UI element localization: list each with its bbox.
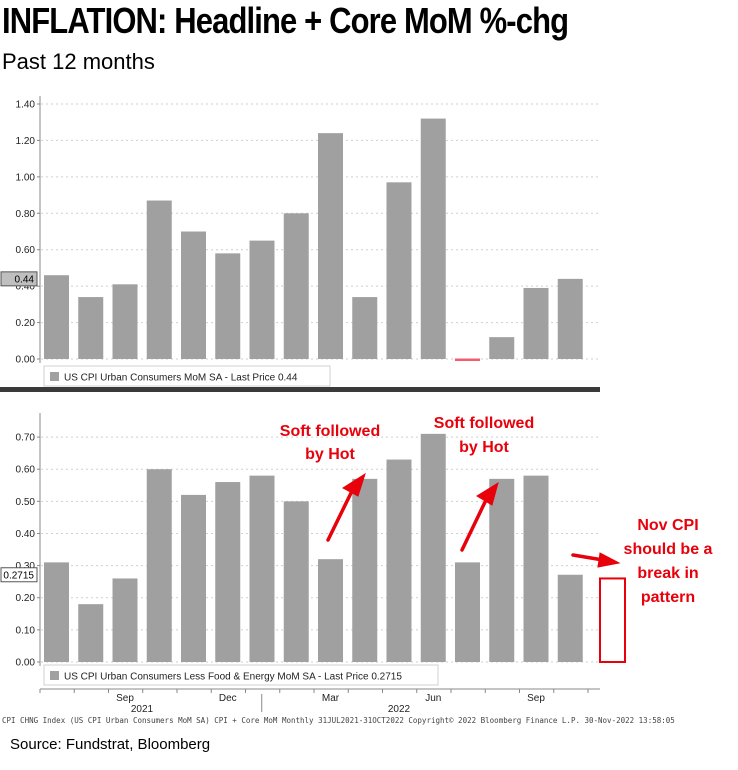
- bottom-legend-label: US CPI Urban Consumers Less Food & Energ…: [64, 672, 402, 683]
- bottom-tick-label: 0.20: [16, 593, 36, 604]
- top-legend: US CPI Urban Consumers MoM SA - Last Pri…: [43, 365, 331, 387]
- bottom-panel: 0.000.100.200.300.400.500.600.70 0.2715 …: [0, 413, 626, 715]
- top-legend-label: US CPI Urban Consumers MoM SA - Last Pri…: [64, 373, 298, 384]
- bottom-tick-label: 0.70: [16, 433, 36, 444]
- annotation-3-line1: Nov CPI: [637, 517, 698, 534]
- bottom-bar: [557, 574, 583, 662]
- top-bar: [112, 284, 138, 359]
- bottom-legend: US CPI Urban Consumers Less Food & Energ…: [43, 664, 439, 686]
- bottom-tick-label: 0.30: [16, 561, 36, 572]
- bottom-tick-label: 0.00: [16, 658, 36, 669]
- top-tick-label: 0.00: [16, 355, 36, 366]
- bottom-legend-swatch: [50, 671, 59, 680]
- annotation-arrows: [326, 472, 621, 568]
- annotation-1-line2: by Hot: [305, 446, 355, 463]
- bottom-bar: [283, 501, 309, 662]
- bottom-last-price-marker: [0, 567, 38, 583]
- arrow-2: [460, 498, 488, 552]
- top-bar: [318, 133, 343, 359]
- top-bar: [489, 337, 515, 359]
- x-tick-label: Dec: [219, 693, 237, 704]
- top-bars: [44, 118, 583, 361]
- top-tick-label: 1.40: [16, 100, 36, 111]
- bottom-bar: [181, 494, 206, 662]
- top-last-price-label: 0.44: [15, 274, 35, 285]
- bottom-bar: [249, 475, 275, 662]
- annotation-3-line2: should be a: [624, 541, 713, 558]
- top-panel: 0.00 0.20 0.40 0.60 0.80 1.00 1.20 1.40 0.44 US…: [0, 96, 600, 387]
- arrow-3: [571, 553, 605, 562]
- bottom-bar: [318, 559, 343, 662]
- arrow-1-head: [342, 472, 366, 497]
- annotation-2-line1: Soft followed: [434, 415, 534, 432]
- top-bar: [523, 287, 549, 359]
- top-legend-swatch: [50, 372, 59, 381]
- bottom-bar: [386, 459, 412, 662]
- x-year-label: 2021: [131, 704, 154, 715]
- bottom-tick-label: 0.60: [16, 465, 36, 476]
- x-tick-label: Sep: [527, 693, 545, 704]
- x-tick-label: Jun: [425, 693, 441, 704]
- top-tick-label: 0.20: [16, 318, 36, 329]
- top-bar: [386, 182, 412, 359]
- top-bar: [420, 118, 446, 359]
- bottom-bar: [44, 562, 69, 662]
- bloomberg-footer-note: CPI CHNG Index (US CPI Urban Consumers M…: [2, 716, 675, 725]
- x-tick-label: Mar: [322, 693, 340, 704]
- bottom-bar: [78, 604, 104, 662]
- panel-divider: [0, 387, 600, 392]
- chart-title: INFLATION: Headline + Core MoM %-chg: [2, 0, 569, 41]
- top-bar: [146, 200, 172, 359]
- bottom-bar: [523, 475, 549, 662]
- annotation-3-line3: break in: [637, 565, 698, 582]
- top-bar: [455, 358, 480, 361]
- x-tick-label: Sep: [116, 693, 134, 704]
- top-bar: [181, 231, 206, 359]
- top-tick-label: 1.20: [16, 136, 36, 147]
- top-bar: [44, 275, 69, 359]
- arrow-1: [326, 489, 354, 542]
- bottom-bar: [352, 478, 378, 662]
- x-year-label: 2022: [388, 704, 411, 715]
- nov-cpi-placeholder-bar: [599, 577, 626, 663]
- bottom-bar: [420, 433, 446, 662]
- bottom-tick-label: 0.10: [16, 625, 36, 636]
- bottom-tick-label: 0.50: [16, 497, 36, 508]
- top-tick-label: 0.80: [16, 209, 36, 220]
- annotation-2-line2: by Hot: [459, 439, 509, 456]
- top-tick-label: 0.40: [16, 282, 36, 293]
- top-bar: [352, 297, 378, 359]
- bottom-bar: [215, 482, 241, 662]
- top-bar: [215, 253, 241, 359]
- top-bar: [557, 278, 583, 359]
- top-bar: [78, 297, 104, 359]
- bottom-bar: [489, 478, 515, 662]
- bottom-bar: [455, 562, 480, 662]
- bottom-last-price-label: 0.2715: [3, 570, 34, 581]
- bottom-bars: [44, 433, 583, 662]
- annotation-3-line4: pattern: [641, 589, 695, 606]
- arrow-3-head: [597, 552, 621, 568]
- top-bar: [283, 213, 309, 359]
- top-y-axis: 0.00 0.20 0.40 0.60 0.80 1.00 1.20 1.40: [16, 96, 600, 366]
- bottom-tick-label: 0.40: [16, 529, 36, 540]
- bottom-bar: [112, 578, 138, 662]
- arrow-2-head: [476, 481, 499, 506]
- annotation-soft-hot-2: Soft followed by Hot: [434, 415, 534, 456]
- top-last-price-marker: [0, 271, 38, 287]
- top-tick-label: 1.00: [16, 172, 36, 183]
- top-tick-label: 0.60: [16, 245, 36, 256]
- bottom-bar: [146, 469, 172, 662]
- chart-subtitle: Past 12 months: [2, 49, 155, 74]
- top-bar: [249, 240, 275, 359]
- source-note: Source: Fundstrat, Bloomberg: [10, 736, 211, 753]
- annotation-nov-cpi: Nov CPI should be a break in pattern: [624, 517, 713, 606]
- annotation-1-line1: Soft followed: [280, 423, 380, 440]
- annotation-soft-hot-1: Soft followed by Hot: [280, 423, 380, 463]
